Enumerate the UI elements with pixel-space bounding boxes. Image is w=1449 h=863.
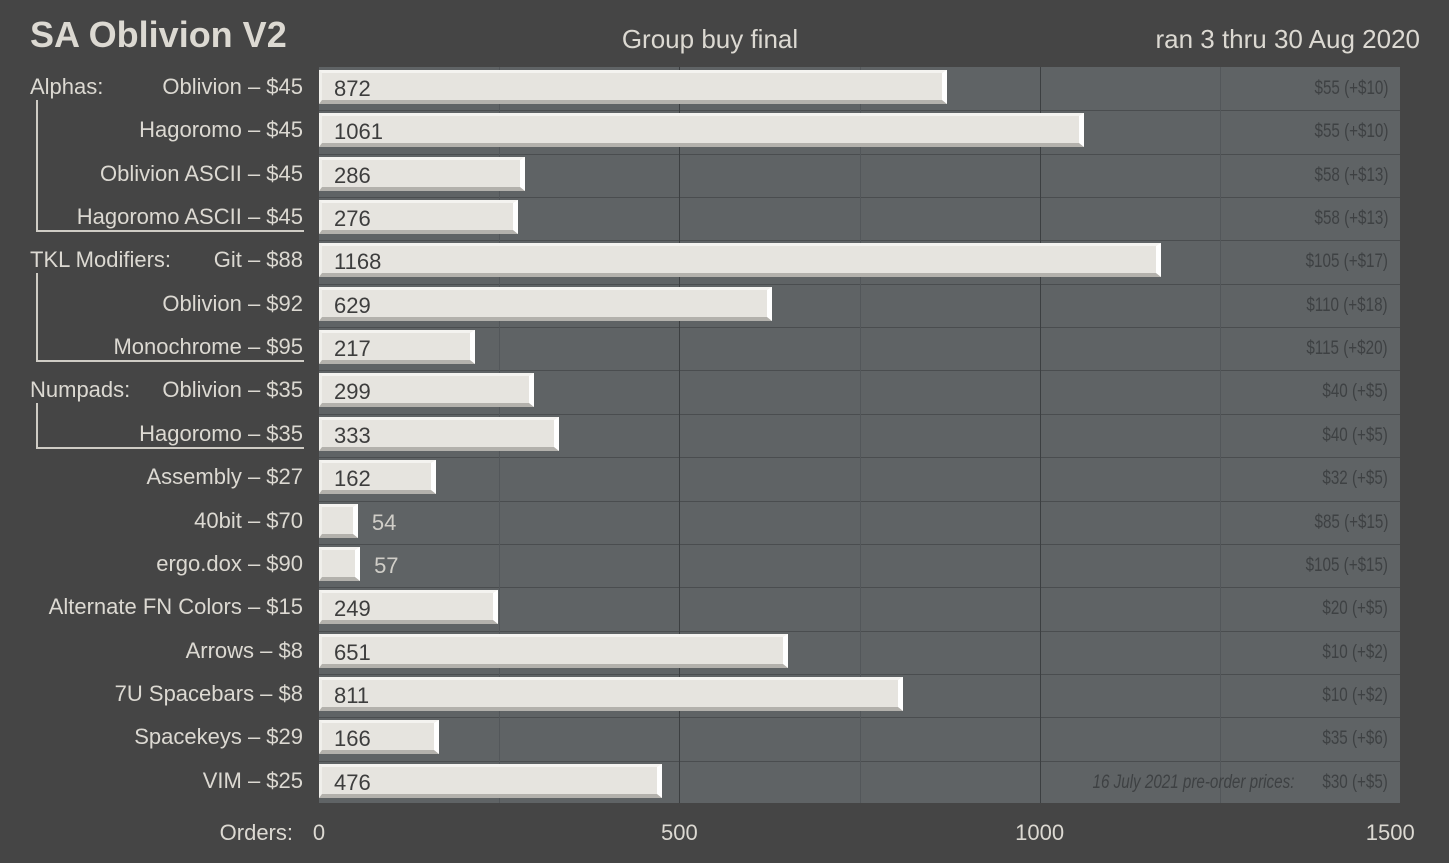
preorder-price: $40 (+$5) — [1322, 424, 1389, 446]
category-label: Oblivion – $92 — [162, 290, 303, 316]
group-bracket-base — [36, 360, 304, 363]
bar-value-label: 166 — [334, 726, 371, 752]
chart-title: SA Oblivion V2 — [30, 14, 287, 55]
preorder-price: $105 (+$17) — [1305, 251, 1388, 273]
gridline — [1219, 67, 1221, 803]
category-label: Assembly – $27 — [146, 464, 303, 490]
category-label: ergo.dox – $90 — [156, 550, 303, 576]
bar-value-label: 299 — [334, 379, 371, 405]
group-bracket-base — [36, 230, 304, 233]
preorder-price: $105 (+$15) — [1305, 554, 1388, 576]
bar-value-label: 811 — [334, 682, 370, 708]
preorder-price: $10 (+$2) — [1322, 684, 1389, 706]
category-label: Oblivion – $45 — [162, 74, 303, 99]
bar-value-label: 872 — [334, 76, 371, 101]
bar — [319, 373, 535, 408]
preorder-price: $55 (+$10) — [1314, 121, 1388, 143]
category-label: Hagoromo – $45 — [139, 117, 303, 143]
chart-period: ran 3 thru 30 Aug 2020 — [1155, 24, 1420, 54]
bar-value-label: 286 — [334, 162, 371, 188]
preorder-price: $35 (+$6) — [1322, 728, 1389, 750]
bar-value-label: 333 — [334, 422, 371, 448]
category-label: Monochrome – $95 — [113, 334, 303, 360]
category-label: Oblivion ASCII – $45 — [99, 160, 303, 186]
x-tick-label: 1500 — [1365, 820, 1415, 845]
bar — [319, 546, 361, 581]
category-label: Git – $88 — [213, 247, 303, 273]
x-tick-label: 0 — [312, 820, 326, 845]
preorder-price: $40 (+$5) — [1322, 381, 1389, 403]
bar — [319, 330, 476, 365]
bar-value-label: 629 — [334, 292, 371, 318]
preorder-price: $110 (+$18) — [1306, 294, 1388, 316]
bar — [319, 243, 1161, 278]
bar — [319, 70, 948, 104]
category-label: Alternate FN Colors – $15 — [48, 594, 303, 620]
group-label: TKL Modifiers: — [30, 247, 172, 273]
preorder-price: $30 (+$5) — [1322, 771, 1389, 793]
gridline — [1039, 67, 1041, 803]
bar — [319, 763, 663, 798]
bar-value-label: 54 — [371, 509, 397, 535]
bar-value-label: 57 — [374, 552, 399, 578]
bar-value-label: 249 — [334, 596, 371, 622]
bar — [319, 590, 499, 625]
group-bracket — [36, 273, 38, 361]
x-tick-label: 1000 — [1015, 820, 1065, 845]
category-label: Hagoromo ASCII – $45 — [76, 204, 303, 230]
preorder-price: $10 (+$2) — [1322, 641, 1389, 663]
group-label: Alphas: — [30, 74, 104, 99]
bar-value-label: 217 — [334, 336, 371, 362]
bar — [319, 200, 518, 235]
bar-value-label: 1061 — [334, 119, 383, 145]
bar — [319, 113, 1084, 148]
bar — [319, 286, 773, 321]
preorder-note: 16 July 2021 pre-order prices: — [1092, 771, 1294, 793]
category-label: 40bit – $70 — [194, 507, 303, 533]
plot-area: 872 $55 (+$10) 1061 $55 (+$10) 286 $58 (+$13)… — [319, 67, 1400, 803]
bar-value-label: 276 — [334, 206, 371, 232]
bar — [319, 503, 358, 538]
preorder-price: $58 (+$13) — [1314, 208, 1388, 230]
preorder-price: $85 (+$15) — [1314, 511, 1388, 533]
category-label: Oblivion – $35 — [162, 377, 303, 403]
preorder-price: $55 (+$10) — [1314, 78, 1388, 99]
bar-value-label: 651 — [334, 639, 371, 665]
bar — [319, 720, 439, 755]
chart-subtitle: Group buy final — [621, 24, 799, 54]
bar-value-label: 1168 — [334, 249, 382, 275]
bar-value-label: 476 — [334, 769, 371, 795]
bar — [319, 460, 436, 495]
group-bracket-base — [36, 447, 304, 450]
bar — [319, 416, 559, 451]
x-axis-label: Orders: — [219, 820, 293, 845]
category-label: 7U Spacebars – $8 — [114, 680, 303, 706]
bar-value-label: 162 — [334, 466, 371, 492]
gridline — [859, 67, 861, 803]
category-label: VIM – $25 — [202, 767, 303, 793]
bar — [319, 676, 904, 711]
preorder-price: $20 (+$5) — [1322, 598, 1389, 620]
x-tick-label: 500 — [660, 820, 698, 845]
category-label: Spacekeys – $29 — [134, 724, 303, 750]
preorder-price: $115 (+$20) — [1306, 338, 1388, 360]
gridline — [679, 67, 681, 803]
group-bracket — [36, 403, 38, 448]
category-label: Hagoromo – $35 — [139, 420, 303, 446]
category-label: Arrows – $8 — [185, 637, 303, 663]
bar — [319, 633, 789, 668]
group-bracket — [36, 100, 38, 231]
bar — [319, 156, 526, 191]
preorder-price: $58 (+$13) — [1314, 164, 1388, 186]
group-label: Numpads: — [30, 377, 131, 403]
preorder-price: $32 (+$5) — [1322, 468, 1389, 490]
